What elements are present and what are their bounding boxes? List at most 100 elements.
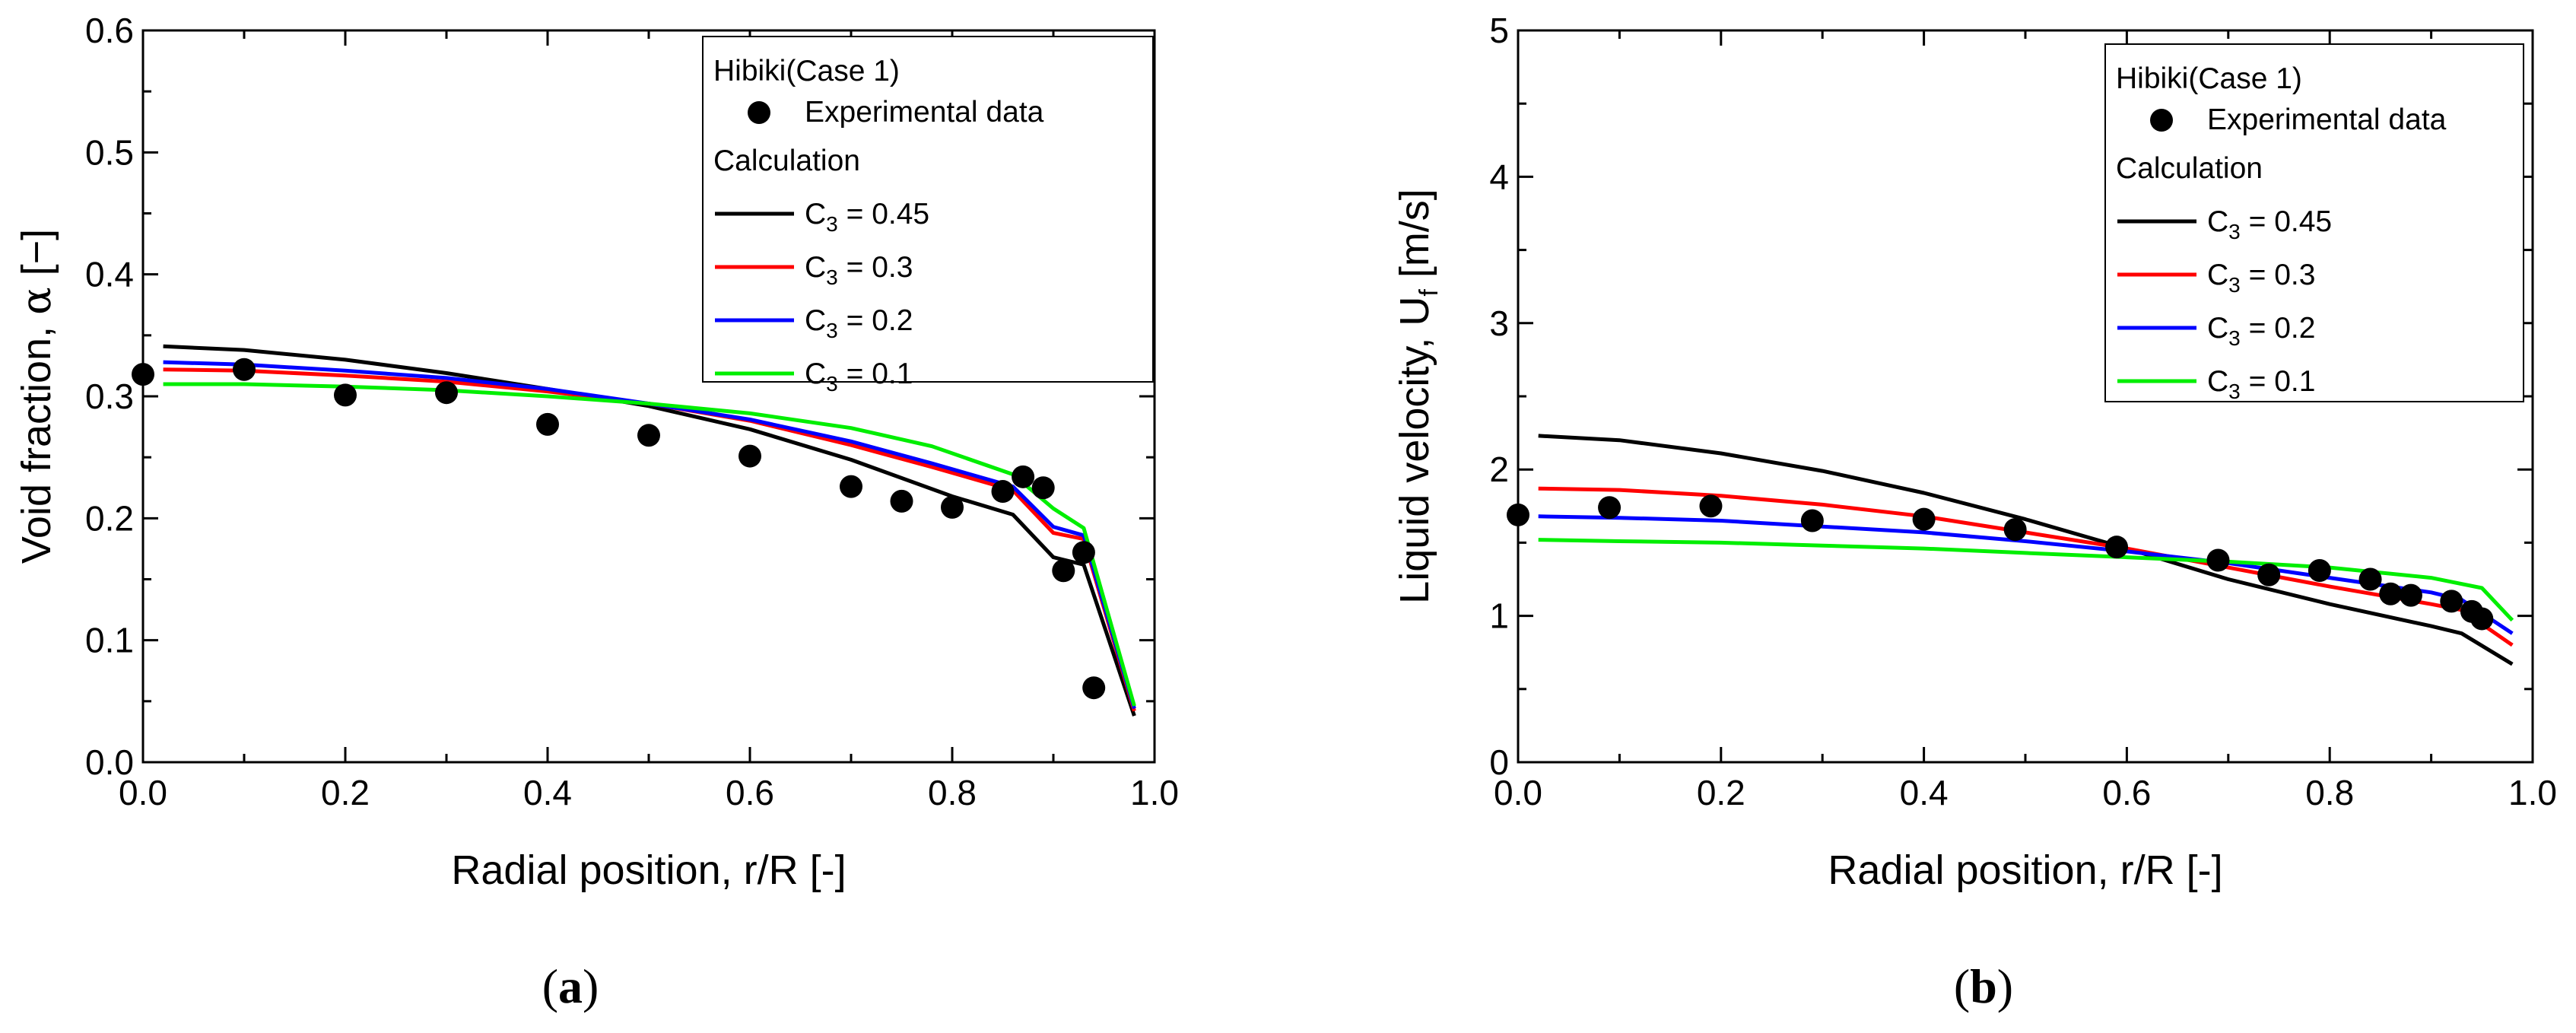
legend-line-subscript: 3 <box>2228 380 2241 403</box>
legend-line-value: = 0.2 <box>2241 312 2316 345</box>
legend-experimental-label: Experimental data <box>805 96 1044 129</box>
x-axis-title: Radial position, r/R [-] <box>1828 847 2222 893</box>
legend-line-subscript: 3 <box>2228 273 2241 297</box>
experimental-point <box>941 495 964 519</box>
experimental-point <box>2308 558 2331 582</box>
legend-line-subscript: 3 <box>826 372 838 396</box>
y-tick-label: 0.0 <box>85 742 134 782</box>
y-tick-label: 4 <box>1489 157 1509 196</box>
experimental-point <box>1012 465 1035 488</box>
panel-label-letter: b <box>1970 959 1997 1013</box>
legend-line-label: C3 = 0.3 <box>805 251 913 289</box>
experimental-point <box>2379 582 2403 605</box>
legend-box <box>702 36 1154 383</box>
legend-line-value: = 0.3 <box>838 251 913 284</box>
legend-line-value: = 0.1 <box>838 358 913 390</box>
y-axis-title-subscript: f <box>1415 289 1444 297</box>
experimental-point <box>991 480 1015 504</box>
legend-line-subscript: 3 <box>2228 326 2241 350</box>
legend-line-prefix: C <box>805 251 826 284</box>
legend-line-prefix: C <box>2207 205 2228 238</box>
experimental-point <box>1072 541 1095 564</box>
x-tick-label: 0.4 <box>523 773 572 812</box>
y-tick-label: 2 <box>1489 450 1509 489</box>
y-axis-title: Void fraction, α [−] <box>12 229 60 564</box>
legend-line-label: C3 = 0.2 <box>2207 312 2315 350</box>
legend-line-label: C3 = 0.45 <box>805 198 929 236</box>
experimental-point <box>2105 536 2129 559</box>
x-tick-label: 0.4 <box>1900 773 1949 812</box>
legend-line-label: C3 = 0.1 <box>805 358 913 396</box>
x-tick-label: 0.0 <box>1494 773 1542 812</box>
panel-label-close: ) <box>1997 959 2013 1013</box>
experimental-point <box>334 383 357 407</box>
legend-line-label: C3 = 0.45 <box>2207 205 2332 243</box>
legend-line-prefix: C <box>2207 365 2228 398</box>
legend-line-value: = 0.2 <box>838 304 913 337</box>
y-axis-title-unit: [−] <box>14 229 59 288</box>
x-tick-label: 1.0 <box>2508 773 2557 812</box>
legend-line-label: C3 = 0.2 <box>805 304 913 342</box>
experimental-point <box>1699 494 1723 518</box>
chart-panel-b: 0.0 0.2 0.4 0.6 0.8 1.0 0 1 2 3 4 5 Radial position,… <box>1392 11 2557 1013</box>
y-tick-label: 1 <box>1489 596 1509 636</box>
legend-line-subscript: 3 <box>2228 220 2241 243</box>
legend-line-prefix: C <box>805 358 826 390</box>
experimental-point <box>1507 503 1529 526</box>
legend-line-subscript: 3 <box>826 212 838 236</box>
experimental-point <box>1598 496 1622 520</box>
series-group <box>1538 434 2514 666</box>
experimental-point <box>2440 590 2463 613</box>
legend-title: Hibiki(Case 1) <box>713 55 900 87</box>
y-axis-title-symbol: α <box>12 287 60 314</box>
experimental-point <box>132 363 154 386</box>
legend-marker <box>2150 109 2173 132</box>
y-axis-title-main: Liquid velocity, U <box>1392 297 1437 604</box>
legend-line-prefix: C <box>2207 312 2228 345</box>
experimental-point <box>2358 567 2382 591</box>
experimental-point <box>2257 563 2281 586</box>
legend-experimental-label: Experimental data <box>2207 103 2447 136</box>
legend-line-value: = 0.1 <box>2241 365 2316 398</box>
experimental-point <box>840 475 862 498</box>
legend-line-subscript: 3 <box>826 319 838 342</box>
series-line <box>163 360 1136 710</box>
x-tick-label: 0.0 <box>119 773 167 812</box>
experimental-point <box>1031 476 1055 500</box>
y-tick-label: 0.4 <box>85 255 134 294</box>
y-tick-label: 0.6 <box>85 11 134 50</box>
y-axis-title-main: Void fraction, <box>14 315 59 564</box>
experimental-point <box>738 444 761 468</box>
experimental-point <box>2003 518 2027 542</box>
panel-label: (a) <box>542 959 599 1013</box>
series-line <box>163 344 1136 717</box>
x-tick-label: 0.2 <box>321 773 370 812</box>
experimental-point <box>2206 548 2230 572</box>
y-tick-label: 0.5 <box>85 132 134 172</box>
experimental-point <box>233 358 256 381</box>
experimental-point <box>1052 559 1075 583</box>
experimental-point <box>1082 676 1106 700</box>
x-axis-title: Radial position, r/R [-] <box>451 847 846 893</box>
x-tick-label: 0.2 <box>1697 773 1745 812</box>
experimental-point <box>2470 607 2494 631</box>
chart-panel-a: 0.0 0.2 0.4 0.6 0.8 1.0 0.0 0.1 0.2 0.3 0.4 0.5 0.6 R… <box>12 11 1179 1013</box>
x-tick-label: 0.6 <box>726 773 774 812</box>
legend-line-label: C3 = 0.1 <box>2207 365 2315 403</box>
series-line <box>1538 514 2514 635</box>
legend-line-subscript: 3 <box>826 265 838 289</box>
legend-line-value: = 0.45 <box>2241 205 2332 238</box>
series-line <box>1538 486 2514 647</box>
series-line <box>1538 538 2514 622</box>
y-tick-label: 0.1 <box>85 621 134 660</box>
y-tick-label: 0.3 <box>85 377 134 416</box>
experimental-point <box>1800 509 1824 532</box>
legend-line-value: = 0.45 <box>838 198 929 230</box>
legend-calculation-label: Calculation <box>2116 152 2263 185</box>
legend-line-prefix: C <box>805 304 826 337</box>
x-tick-label: 1.0 <box>1130 773 1179 812</box>
panel-label: (b) <box>1954 959 2013 1013</box>
x-tick-label: 0.8 <box>2305 773 2354 812</box>
legend-line-prefix: C <box>805 198 826 230</box>
